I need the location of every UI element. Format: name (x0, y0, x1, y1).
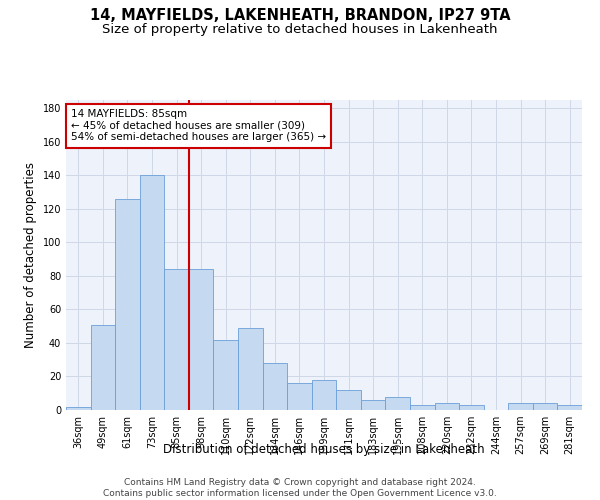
Bar (263, 363, 287, 410)
Text: Contains HM Land Registry data © Crown copyright and database right 2024.
Contai: Contains HM Land Registry data © Crown c… (103, 478, 497, 498)
Text: Size of property relative to detached houses in Lakenheath: Size of property relative to detached ho… (102, 22, 498, 36)
Bar (336, 390, 361, 410)
Bar (66, 406, 91, 410)
Bar (140, 176, 164, 410)
Bar (459, 405, 484, 410)
Bar (557, 405, 582, 410)
Y-axis label: Number of detached properties: Number of detached properties (24, 162, 37, 348)
Text: 14, MAYFIELDS, LAKENHEATH, BRANDON, IP27 9TA: 14, MAYFIELDS, LAKENHEATH, BRANDON, IP27… (89, 8, 511, 22)
Bar (434, 404, 459, 410)
Text: 14 MAYFIELDS: 85sqm
← 45% of detached houses are smaller (309)
54% of semi-detac: 14 MAYFIELDS: 85sqm ← 45% of detached ho… (71, 110, 326, 142)
Bar (533, 404, 557, 410)
Bar (385, 396, 410, 410)
Bar (115, 199, 140, 410)
Bar (164, 269, 189, 410)
Bar (410, 405, 434, 410)
Bar (91, 324, 115, 410)
Bar (189, 269, 214, 410)
Bar (287, 383, 312, 410)
Bar (312, 380, 336, 410)
Bar (214, 340, 238, 410)
Bar (361, 400, 385, 410)
Bar (238, 328, 263, 410)
Text: Distribution of detached houses by size in Lakenheath: Distribution of detached houses by size … (163, 442, 485, 456)
Bar (508, 404, 533, 410)
